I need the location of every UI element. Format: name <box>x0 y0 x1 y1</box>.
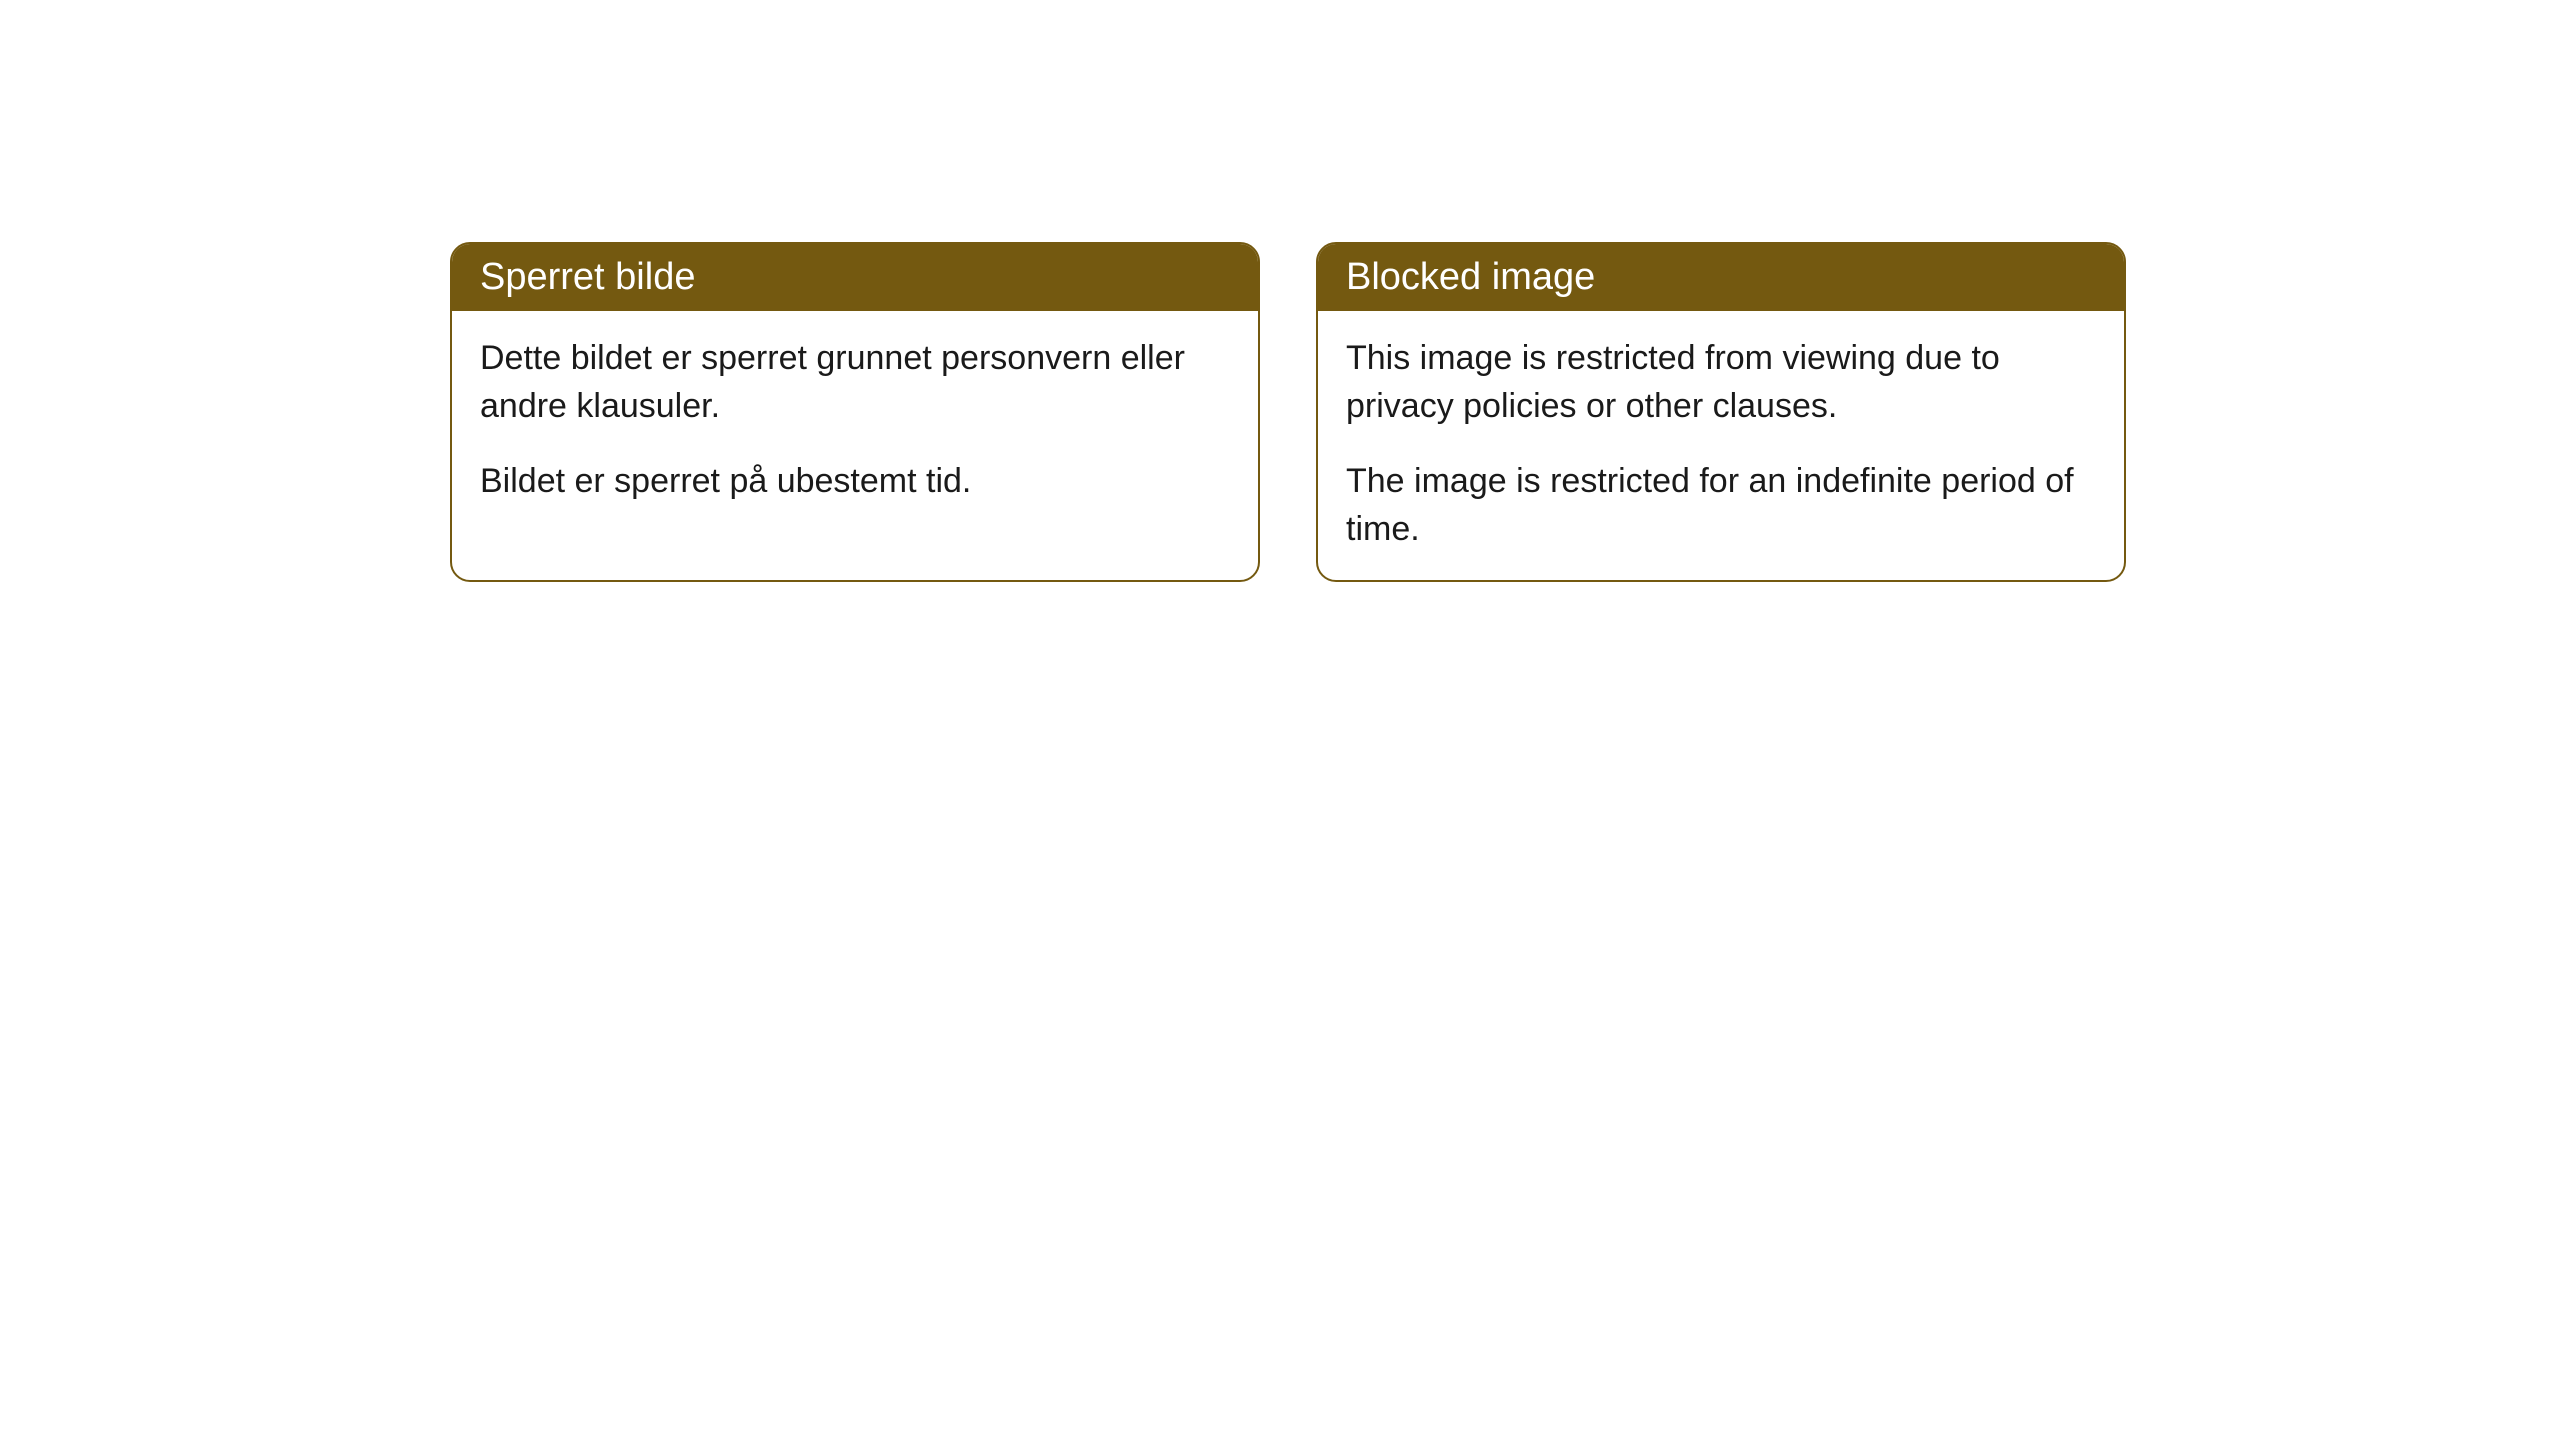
card-header-english: Blocked image <box>1318 244 2124 311</box>
card-body-english: This image is restricted from viewing du… <box>1318 311 2124 582</box>
notice-text-line1: Dette bildet er sperret grunnet personve… <box>480 335 1230 430</box>
notice-text-line1: This image is restricted from viewing du… <box>1346 335 2096 430</box>
blocked-image-card-norwegian: Sperret bilde Dette bildet er sperret gr… <box>450 242 1260 582</box>
card-body-norwegian: Dette bildet er sperret grunnet personve… <box>452 311 1258 546</box>
notice-text-line2: The image is restricted for an indefinit… <box>1346 458 2096 553</box>
card-title: Sperret bilde <box>480 256 695 298</box>
blocked-image-card-english: Blocked image This image is restricted f… <box>1316 242 2126 582</box>
notice-cards-container: Sperret bilde Dette bildet er sperret gr… <box>450 242 2126 582</box>
card-title: Blocked image <box>1346 256 1595 298</box>
notice-text-line2: Bildet er sperret på ubestemt tid. <box>480 458 1230 506</box>
card-header-norwegian: Sperret bilde <box>452 244 1258 311</box>
